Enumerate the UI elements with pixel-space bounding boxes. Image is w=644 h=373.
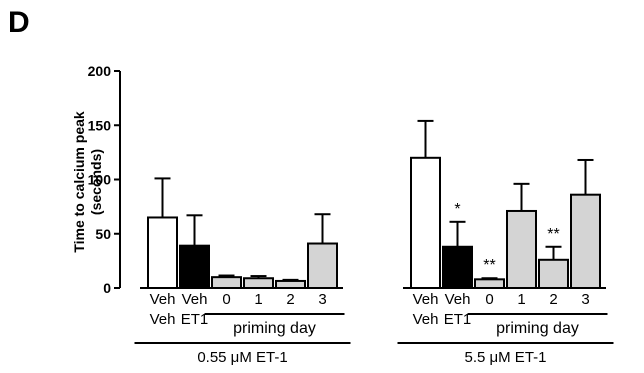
- bar-label-top: 1: [517, 291, 525, 308]
- bar-label-bottom: Veh: [150, 311, 176, 328]
- panel-letter: D: [8, 6, 30, 39]
- bar: [570, 193, 601, 289]
- bar-label-top: 2: [286, 291, 294, 308]
- y-tick-label: 200: [88, 63, 112, 79]
- bar: [506, 209, 537, 289]
- bar: [147, 216, 178, 290]
- significance-marker: *: [454, 201, 460, 218]
- bar: [474, 278, 505, 290]
- y-axis-label-line2: (seconds): [88, 149, 104, 215]
- y-tick-label: 150: [88, 117, 112, 133]
- bar: [243, 277, 274, 289]
- bar: [307, 242, 338, 289]
- bar-label-top: 3: [581, 291, 589, 308]
- bar-label-top: Veh: [445, 291, 471, 308]
- group-label: 0.55 μM ET-1: [197, 349, 287, 366]
- subgroup-label: priming day: [233, 320, 316, 337]
- bar-label-top: 0: [222, 291, 230, 308]
- y-tick-label: 0: [103, 280, 111, 296]
- bar-label-top: 0: [485, 291, 493, 308]
- subgroup-label: priming day: [496, 320, 579, 337]
- y-tick-label: 100: [88, 172, 112, 188]
- y-axis-label-line1: Time to calcium peak: [71, 111, 87, 253]
- significance-marker: **: [483, 257, 495, 274]
- bar-label-bottom: ET1: [181, 311, 209, 328]
- group-label: 5.5 μM ET-1: [464, 349, 546, 366]
- bar: [211, 276, 242, 289]
- bar-label-bottom: Veh: [413, 311, 439, 328]
- y-tick-label: 50: [95, 226, 111, 242]
- bar-label-top: 3: [318, 291, 326, 308]
- bar-label-top: 2: [549, 291, 557, 308]
- bar: [179, 244, 210, 289]
- bar: [275, 279, 306, 290]
- bar-label-top: Veh: [150, 291, 176, 308]
- bar-label-top: Veh: [413, 291, 439, 308]
- bar: [442, 245, 473, 290]
- bar-label-bottom: ET1: [444, 311, 472, 328]
- bar: [538, 258, 569, 290]
- significance-marker: **: [547, 226, 559, 243]
- bar-label-top: Veh: [182, 291, 208, 308]
- bar-label-top: 1: [254, 291, 262, 308]
- bar: [410, 156, 441, 289]
